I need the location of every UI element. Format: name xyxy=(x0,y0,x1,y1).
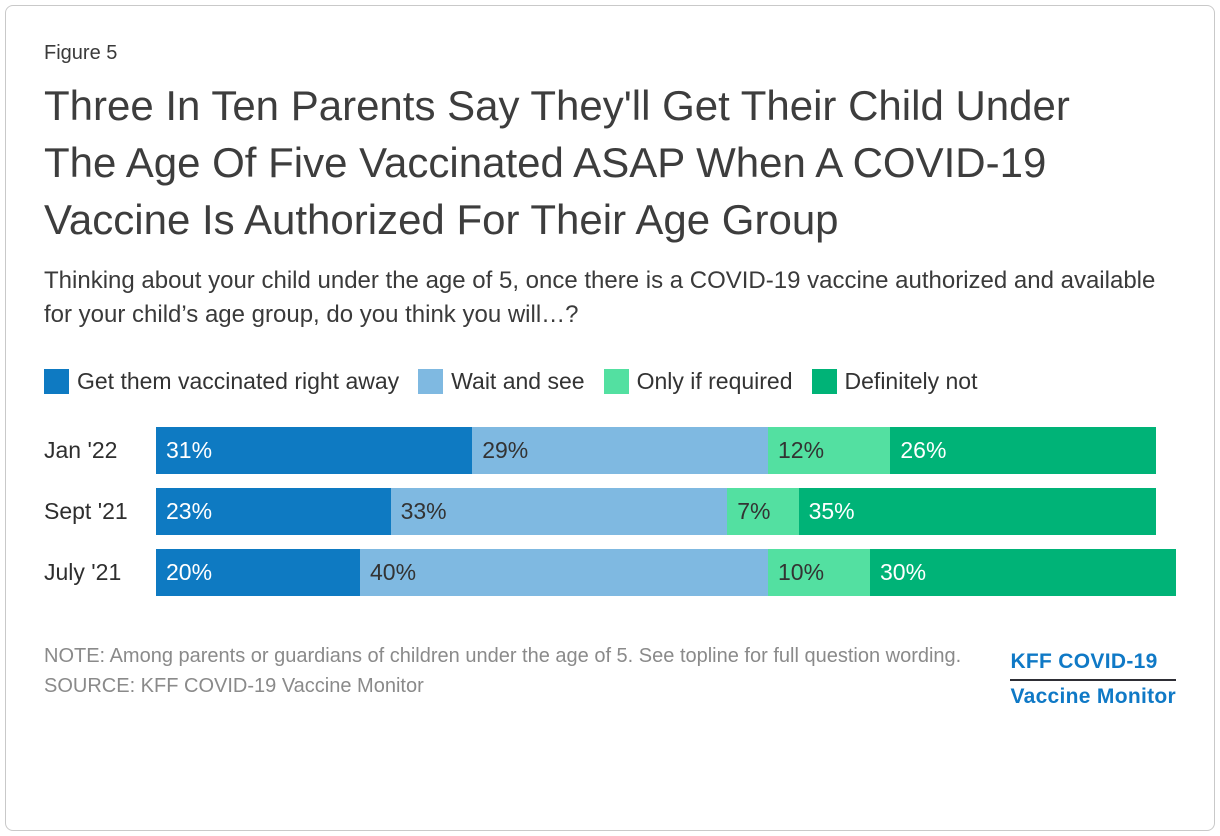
legend-swatch xyxy=(418,369,444,395)
source-text: SOURCE: KFF COVID-19 Vaccine Monitor xyxy=(44,675,424,698)
legend-swatch xyxy=(44,369,69,395)
bar-segment: 7% xyxy=(727,488,799,536)
legend-swatch xyxy=(603,369,629,395)
bar-value-label: 33% xyxy=(400,498,447,525)
legend-item: Wait and see xyxy=(418,368,585,395)
bar-segment: 30% xyxy=(870,549,1176,597)
stacked-bar-chart: Jan '22 31% 29% 12% 26% Sept '21 23% 33% 7% 35% Ju… xyxy=(44,427,1176,597)
bar-value-label: 23% xyxy=(166,498,213,525)
legend-item: Get them vaccinated right away xyxy=(44,368,399,395)
kff-logo: KFF COVID-19 Vaccine Monitor xyxy=(1010,650,1176,709)
chart-title: Three In Ten Parents Say They'll Get The… xyxy=(44,82,1070,244)
bar-segment: 23% xyxy=(156,488,391,536)
note-text: NOTE: Among parents or guardians of chil… xyxy=(44,645,962,668)
bar-value-label: 35% xyxy=(808,498,855,525)
legend-item: Only if required xyxy=(603,368,793,395)
bar-segment: 26% xyxy=(890,427,1156,475)
figure-card: Figure 5 Three In Ten Parents Say They'l… xyxy=(5,5,1215,831)
bar-segment: 35% xyxy=(798,488,1156,536)
legend-label: Wait and see xyxy=(451,368,585,395)
bar-value-label: 31% xyxy=(166,437,213,464)
bar-value-label: 10% xyxy=(778,559,825,586)
bar-track: 23% 33% 7% 35% xyxy=(156,488,1176,536)
figure-label: Figure 5 xyxy=(44,42,118,64)
row-label: Sept '21 xyxy=(44,498,128,525)
bar-value-label: 20% xyxy=(166,559,213,586)
bar-value-label: 29% xyxy=(482,437,529,464)
bar-row: July '21 20% 40% 10% 30% xyxy=(44,549,1176,597)
bar-track: 31% 29% 12% 26% xyxy=(156,427,1176,475)
legend: Get them vaccinated right away Wait and s… xyxy=(44,368,1176,395)
bar-segment: 33% xyxy=(390,488,728,536)
row-label: Jan '22 xyxy=(44,437,118,464)
bar-segment: 12% xyxy=(767,427,891,475)
bar-value-label: 26% xyxy=(900,437,947,464)
bar-row: Sept '21 23% 33% 7% 35% xyxy=(44,488,1176,536)
bar-value-label: 7% xyxy=(737,498,771,525)
figure-footer: NOTE: Among parents or guardians of chil… xyxy=(44,642,1176,709)
bar-segment: 31% xyxy=(156,427,473,475)
bar-segment: 40% xyxy=(360,549,768,597)
bar-row: Jan '22 31% 29% 12% 26% xyxy=(44,427,1176,475)
bar-segment: 29% xyxy=(472,427,768,475)
bar-value-label: 30% xyxy=(880,559,927,586)
legend-swatch xyxy=(811,369,837,395)
kff-logo-divider xyxy=(1010,679,1176,682)
bar-value-label: 12% xyxy=(777,437,825,464)
kff-logo-line1: KFF COVID-19 xyxy=(1010,650,1158,674)
bar-track: 20% 40% 10% 30% xyxy=(156,549,1176,597)
row-label: July '21 xyxy=(44,559,122,586)
bar-segment: 10% xyxy=(768,549,870,597)
legend-label: Definitely not xyxy=(844,368,978,395)
bar-segment: 20% xyxy=(156,549,360,597)
legend-label: Get them vaccinated right away xyxy=(77,368,400,395)
bar-value-label: 40% xyxy=(370,559,417,586)
kff-logo-line2: Vaccine Monitor xyxy=(1010,685,1176,709)
legend-item: Definitely not xyxy=(811,368,978,395)
legend-label: Only if required xyxy=(636,368,793,395)
chart-subtitle: Thinking about your child under the age … xyxy=(44,267,1156,329)
notes-block: NOTE: Among parents or guardians of chil… xyxy=(44,642,961,700)
